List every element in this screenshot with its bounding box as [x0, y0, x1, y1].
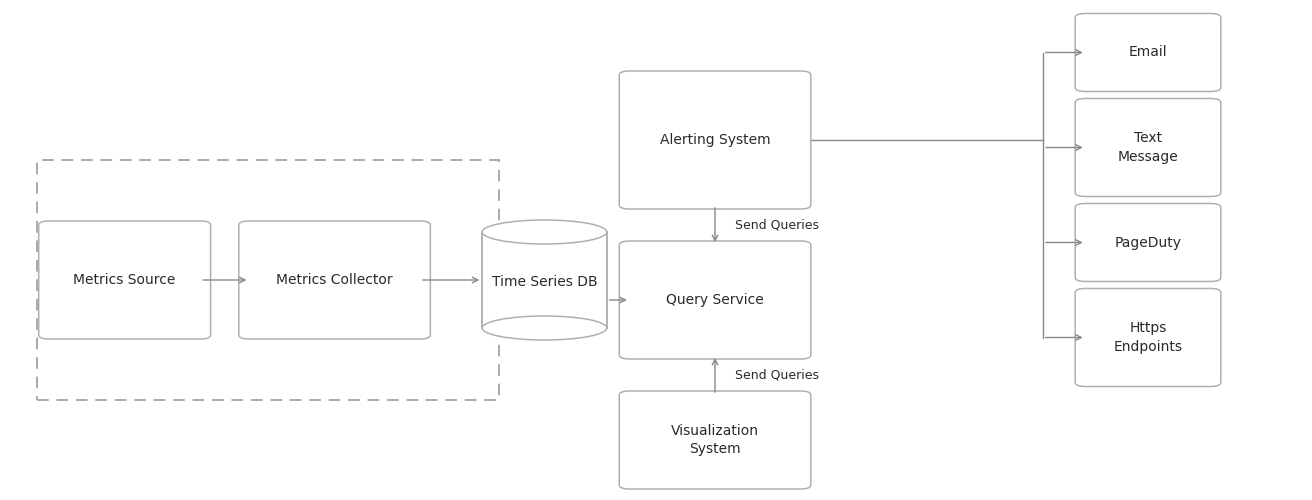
Ellipse shape — [483, 316, 607, 340]
Text: Https
Endpoints: Https Endpoints — [1114, 322, 1182, 354]
Text: Text
Message: Text Message — [1118, 132, 1178, 164]
FancyBboxPatch shape — [239, 221, 430, 339]
FancyBboxPatch shape — [1076, 288, 1221, 386]
FancyBboxPatch shape — [1076, 204, 1221, 282]
Text: Alerting System: Alerting System — [660, 133, 770, 147]
Bar — [483, 232, 606, 328]
FancyBboxPatch shape — [1076, 98, 1221, 196]
Text: Send Queries: Send Queries — [735, 218, 819, 232]
FancyBboxPatch shape — [1076, 14, 1221, 92]
Ellipse shape — [483, 220, 607, 244]
FancyBboxPatch shape — [619, 391, 811, 489]
Text: Metrics Source: Metrics Source — [73, 273, 176, 287]
Text: Send Queries: Send Queries — [735, 368, 819, 382]
Text: Query Service: Query Service — [666, 293, 764, 307]
FancyBboxPatch shape — [619, 241, 811, 359]
Text: Time Series DB: Time Series DB — [492, 276, 597, 289]
Text: Visualization
System: Visualization System — [670, 424, 760, 456]
FancyBboxPatch shape — [619, 71, 811, 209]
Text: Email: Email — [1128, 46, 1168, 60]
Bar — [37, 160, 499, 400]
Text: Metrics Collector: Metrics Collector — [277, 273, 392, 287]
FancyBboxPatch shape — [39, 221, 210, 339]
Text: PageDuty: PageDuty — [1114, 236, 1182, 250]
